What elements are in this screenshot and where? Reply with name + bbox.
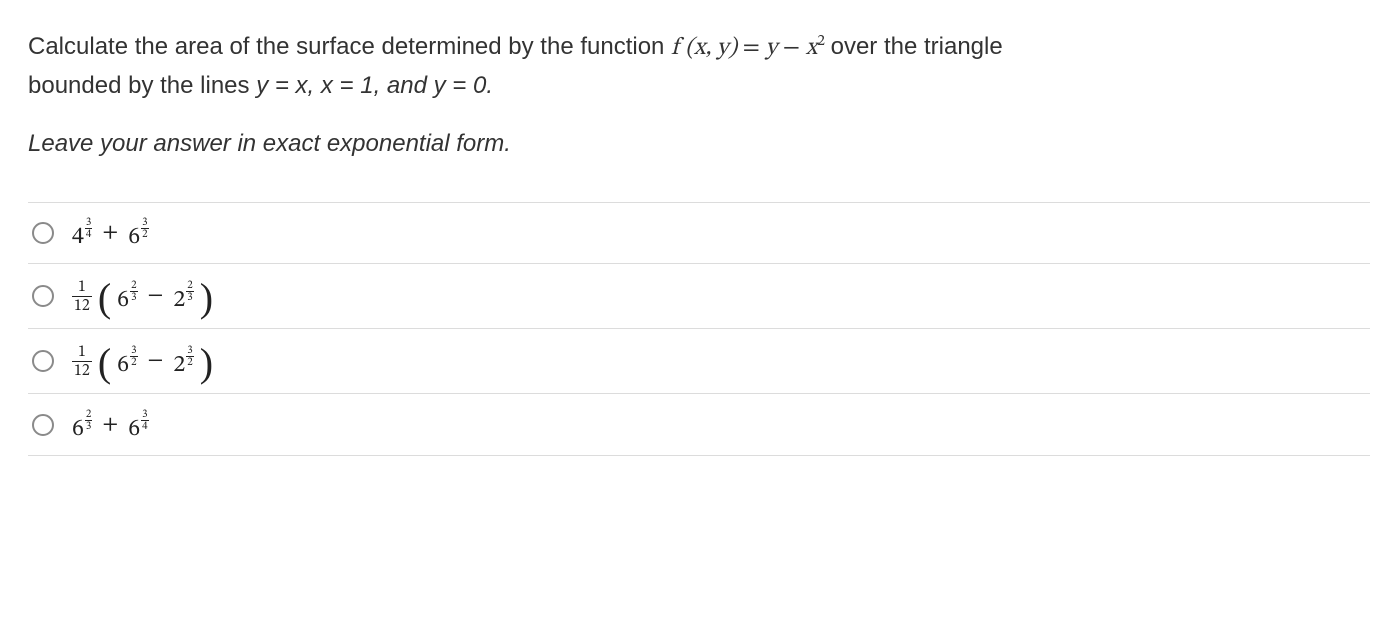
open-paren: (	[98, 345, 111, 381]
answer-option[interactable]: 623 +634	[28, 394, 1370, 456]
radio-button[interactable]	[32, 350, 54, 372]
answer-instruction: Leave your answer in exact exponential f…	[28, 130, 1370, 158]
function-expression: f (x, y) = y − x2	[671, 36, 831, 60]
minus-sign: −	[777, 36, 806, 60]
open-paren: (	[98, 280, 111, 316]
minus-sign: −	[144, 282, 168, 310]
func-lhs: f (x, y)	[671, 36, 737, 60]
answer-options: 434+632112(623−223)112(632−232)623+634	[28, 202, 1370, 456]
radio-button[interactable]	[32, 285, 54, 307]
func-x: x	[806, 36, 818, 60]
stem-text-3: bounded by the lines	[28, 72, 256, 99]
answer-option[interactable]: 434 +632	[28, 202, 1370, 264]
func-x-exp: 2	[817, 33, 825, 49]
option-expression: 623 +634	[72, 409, 149, 441]
func-y: y	[766, 36, 778, 60]
power-term: 232	[173, 345, 193, 377]
option-expression: 112 (632−232)	[72, 343, 213, 379]
equals-sign: =	[737, 36, 766, 60]
plus-sign: +	[98, 411, 122, 439]
power-term: 623	[117, 280, 137, 312]
question-page: Calculate the area of the surface determ…	[0, 0, 1398, 456]
minus-sign: −	[144, 347, 168, 375]
power-term: 634	[128, 409, 148, 441]
close-paren: )	[200, 345, 213, 381]
option-expression: 112 (623−223)	[72, 278, 213, 314]
leading-fraction: 112	[72, 344, 92, 379]
answer-option[interactable]: 112 (632−232)	[28, 329, 1370, 394]
power-term: 632	[128, 217, 148, 249]
power-term: 623	[72, 409, 92, 441]
power-term: 632	[117, 345, 137, 377]
close-paren: )	[200, 280, 213, 316]
plus-sign: +	[98, 219, 122, 247]
power-term: 223	[173, 280, 193, 312]
question-stem: Calculate the area of the surface determ…	[28, 28, 1370, 104]
triangle-bounds: y = x, x = 1, and y = 0.	[256, 72, 493, 99]
stem-text-1: Calculate the area of the surface determ…	[28, 33, 671, 60]
power-term: 434	[72, 217, 92, 249]
radio-button[interactable]	[32, 414, 54, 436]
answer-option[interactable]: 112 (623−223)	[28, 264, 1370, 329]
option-expression: 434 +632	[72, 217, 149, 249]
radio-button[interactable]	[32, 222, 54, 244]
leading-fraction: 112	[72, 279, 92, 314]
stem-text-2: over the triangle	[831, 33, 1003, 60]
